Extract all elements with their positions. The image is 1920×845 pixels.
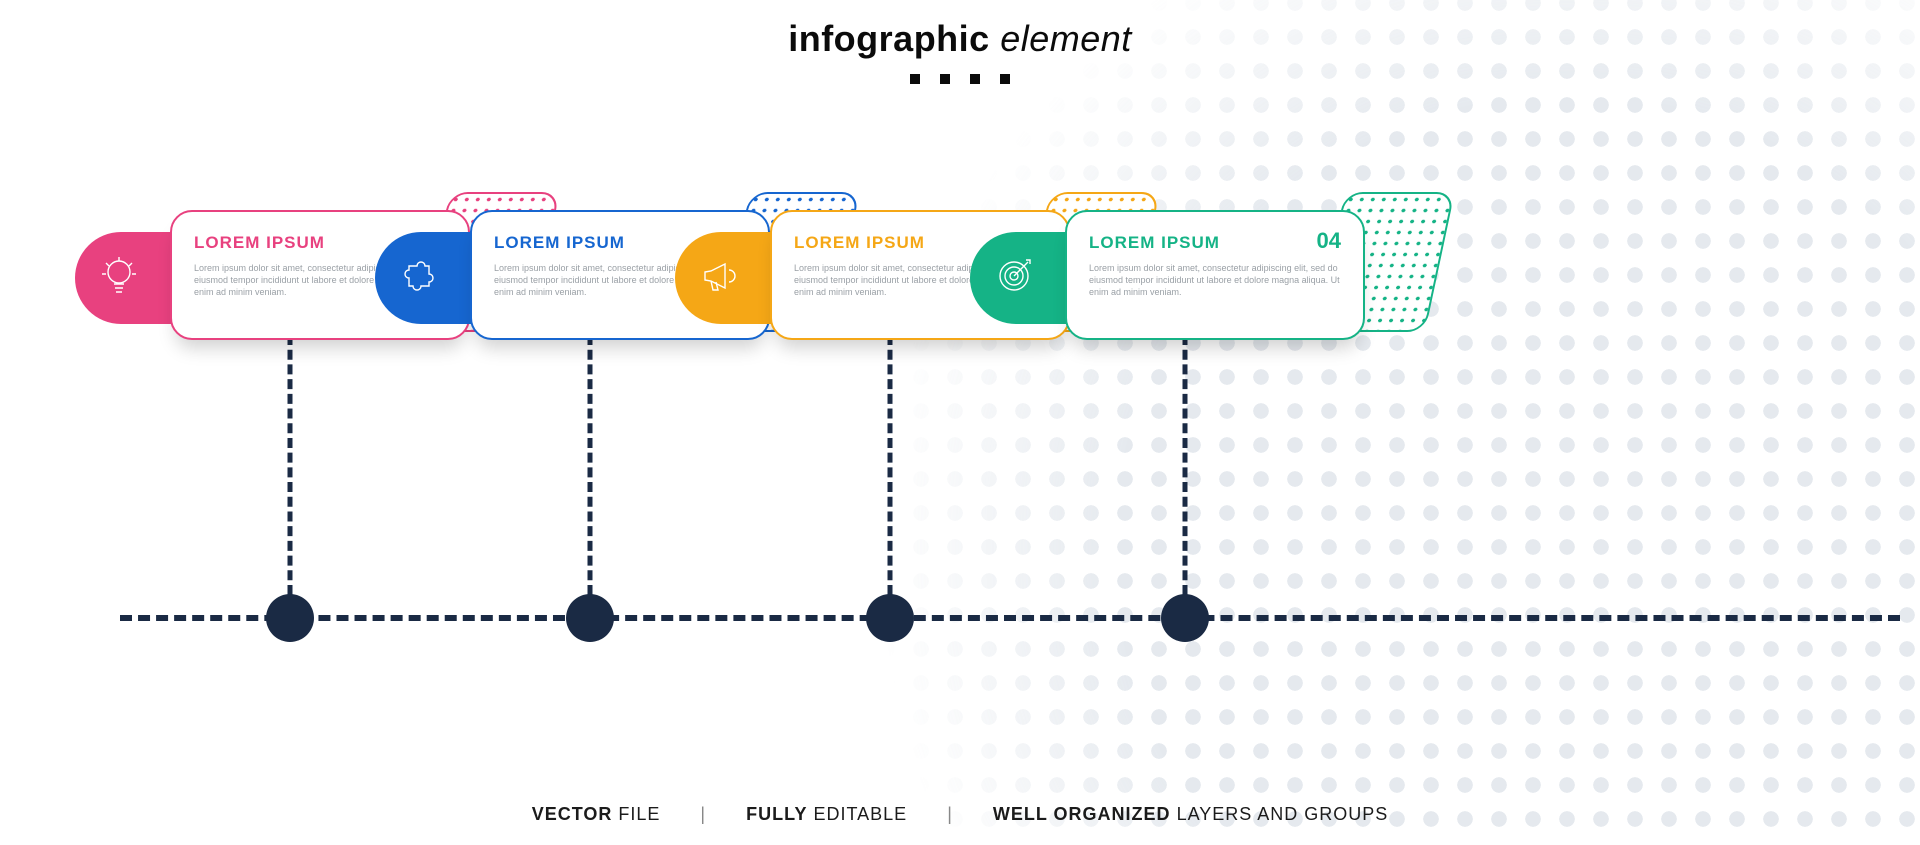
timeline-vertical-connector <box>888 335 893 595</box>
step-title: LOREM IPSUM <box>794 233 925 253</box>
timeline-node <box>866 594 914 642</box>
lightbulb-icon <box>95 252 143 305</box>
puzzle-icon <box>395 252 443 305</box>
footer-seg1-strong: VECTOR <box>532 804 613 824</box>
square-dot-icon <box>910 74 920 84</box>
header: infographic element <box>0 18 1920 84</box>
step-body: Lorem ipsum dolor sit amet, consectetur … <box>1089 262 1341 298</box>
footer-seg3-strong: WELL ORGANIZED <box>993 804 1171 824</box>
target-icon <box>990 252 1038 305</box>
footer-seg3-light: LAYERS AND GROUPS <box>1171 804 1389 824</box>
footer-separator: | <box>947 804 953 824</box>
megaphone-icon <box>695 252 743 305</box>
square-dot-icon <box>1000 74 1010 84</box>
page-title: infographic element <box>0 18 1920 60</box>
step-number: 04 <box>1317 228 1341 254</box>
timeline-node <box>566 594 614 642</box>
step-title: LOREM IPSUM <box>194 233 325 253</box>
timeline-vertical-connector <box>288 335 293 595</box>
timeline-node <box>1161 594 1209 642</box>
footer: VECTOR FILE | FULLY EDITABLE | WELL ORGA… <box>0 804 1920 825</box>
step-title: LOREM IPSUM <box>1089 233 1220 253</box>
step-card: LOREM IPSUM 04 Lorem ipsum dolor sit ame… <box>1065 210 1365 340</box>
square-dot-icon <box>940 74 950 84</box>
footer-separator: | <box>700 804 706 824</box>
step-title: LOREM IPSUM <box>494 233 625 253</box>
timeline-node <box>266 594 314 642</box>
square-dot-icon <box>970 74 980 84</box>
title-decoration-dots <box>0 74 1920 84</box>
timeline-horizontal <box>120 615 1900 621</box>
footer-seg1-light: FILE <box>612 804 660 824</box>
infographic-stage: infographic element LOREM IPSUM 01 Lorem… <box>0 0 1920 845</box>
footer-seg2-strong: FULLY <box>746 804 807 824</box>
title-bold: infographic <box>788 18 990 59</box>
step-card-04: LOREM IPSUM 04 Lorem ipsum dolor sit ame… <box>1035 210 1395 340</box>
timeline-vertical-connector <box>588 335 593 595</box>
title-italic: element <box>990 18 1132 59</box>
timeline-vertical-connector <box>1183 335 1188 595</box>
footer-seg2-light: EDITABLE <box>807 804 907 824</box>
